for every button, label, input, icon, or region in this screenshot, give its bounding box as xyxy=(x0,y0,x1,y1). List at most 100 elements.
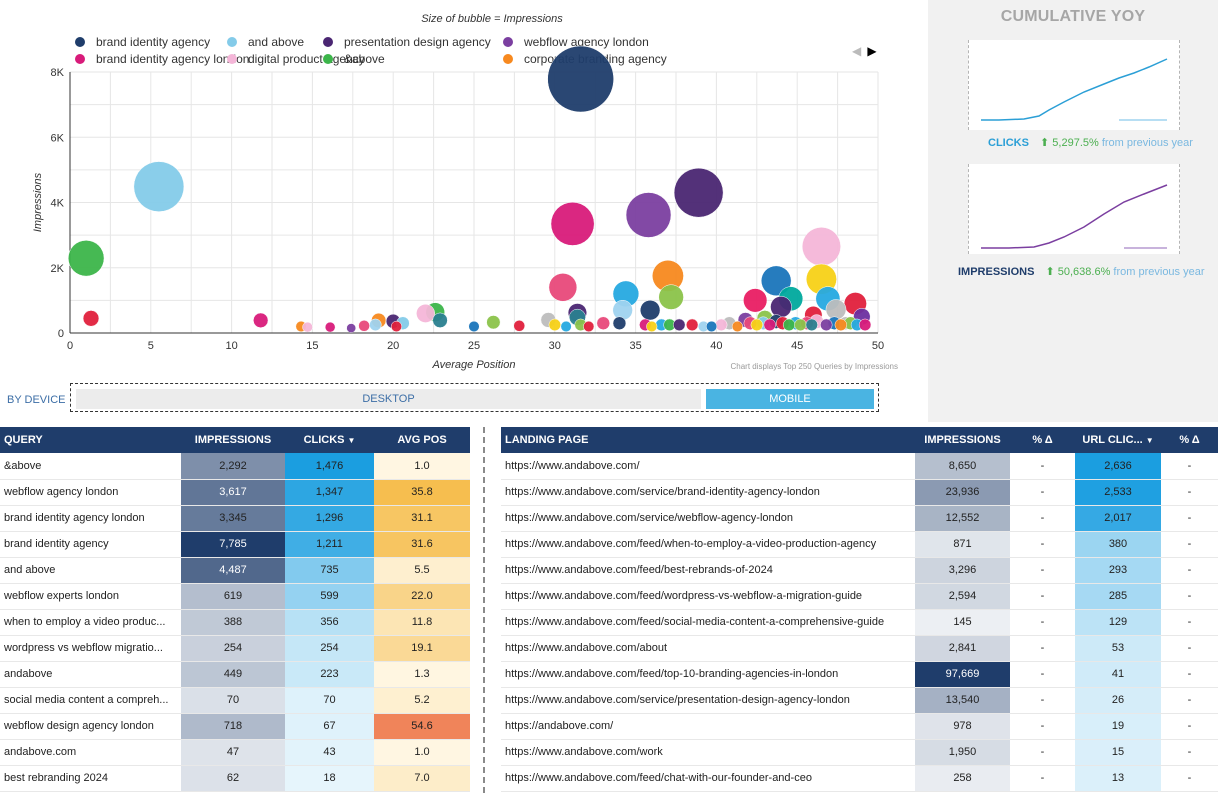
landing-impressions-cell: 23,936 xyxy=(915,479,1010,506)
landing-impressions-column-header[interactable]: IMPRESSIONS xyxy=(915,427,1010,453)
query-table-header: QUERY IMPRESSIONS CLICKS ▼ AVG POS xyxy=(0,427,470,453)
bubble-point xyxy=(820,318,833,332)
query-cell: webflow agency london xyxy=(0,479,181,506)
landing-page-column-header[interactable]: LANDING PAGE xyxy=(501,427,915,453)
up-arrow-icon: ⬆ xyxy=(1045,266,1055,278)
clicks-delta-cell: - xyxy=(1161,609,1218,636)
avg-pos-cell: 11.8 xyxy=(374,609,470,636)
clicks-header-label: CLICKS xyxy=(303,434,345,446)
impressions-cell: 619 xyxy=(181,583,285,610)
mobile-button[interactable]: MOBILE xyxy=(706,389,874,409)
landing-table-row[interactable]: https://andabove.com/978-19- xyxy=(501,713,1218,740)
landing-impressions-cell: 1,950 xyxy=(915,739,1010,766)
avg-pos-cell: 1.0 xyxy=(374,453,470,480)
avg-pos-column-header[interactable]: AVG POS xyxy=(374,427,470,453)
query-table-row[interactable]: &above 2,292 1,476 1.0 xyxy=(0,453,470,480)
clicks-delta-column-header[interactable]: % Δ xyxy=(1161,427,1218,453)
impressions-delta-pct: 50,638.6% xyxy=(1057,266,1111,278)
bubble-point xyxy=(658,284,684,310)
bubble-point xyxy=(715,318,728,332)
bubble-point xyxy=(560,320,572,333)
landing-table-row[interactable]: https://www.andabove.com/service/present… xyxy=(501,687,1218,714)
table-divider xyxy=(483,427,485,793)
query-cell: webflow experts london xyxy=(0,583,181,610)
query-table-row[interactable]: best rebranding 2024 62 18 7.0 xyxy=(0,765,470,792)
impressions-delta-cell: - xyxy=(1010,661,1075,688)
bubble-point xyxy=(770,296,792,318)
legend-item-label: brand identity agency london xyxy=(96,52,249,66)
landing-table-row[interactable]: https://www.andabove.com/work 1,950-15- xyxy=(501,739,1218,766)
clicks-cell: 1,296 xyxy=(285,505,374,532)
query-cell: &above xyxy=(0,453,181,480)
bubble-point xyxy=(673,167,724,218)
query-cell: and above xyxy=(0,557,181,584)
impressions-delta-cell: - xyxy=(1010,453,1075,480)
desktop-button[interactable]: DESKTOP xyxy=(76,389,701,409)
avg-pos-cell: 5.2 xyxy=(374,687,470,714)
query-table-row[interactable]: webflow experts london 619 599 22.0 xyxy=(0,583,470,610)
query-table-row[interactable]: webflow design agency london 718 67 54.6 xyxy=(0,713,470,740)
landing-page-cell: https://andabove.com/ xyxy=(501,713,915,740)
query-table-row[interactable]: andabove.com 47 43 1.0 xyxy=(0,739,470,766)
bubble-point xyxy=(794,318,807,332)
clicks-cell: 599 xyxy=(285,583,374,610)
legend-marker xyxy=(75,54,85,64)
landing-table-row[interactable]: https://www.andabove.com/feed/wordpress-… xyxy=(501,583,1218,610)
impressions-cell: 7,785 xyxy=(181,531,285,558)
legend-marker xyxy=(227,54,237,64)
query-table-row[interactable]: wordpress vs webflow migratio... 254 254 19… xyxy=(0,635,470,662)
url-clicks-cell: 53 xyxy=(1075,635,1161,662)
landing-impressions-cell: 258 xyxy=(915,765,1010,792)
landing-page-cell: https://www.andabove.com/feed/best-rebra… xyxy=(501,557,915,584)
impressions-delta-cell: - xyxy=(1010,739,1075,766)
query-table-row[interactable]: andabove 449 223 1.3 xyxy=(0,661,470,688)
landing-table-row[interactable]: https://www.andabove.com/feed/social-med… xyxy=(501,609,1218,636)
landing-page-cell: https://www.andabove.com/feed/top-10-bra… xyxy=(501,661,915,688)
clicks-column-header[interactable]: CLICKS ▼ xyxy=(285,427,374,453)
legend-next-button[interactable]: ▶ xyxy=(867,44,877,58)
bubble-point xyxy=(302,321,313,333)
clicks-cell: 254 xyxy=(285,635,374,662)
landing-table-row[interactable]: https://www.andabove.com/service/brand-i… xyxy=(501,479,1218,506)
bubble-point xyxy=(548,318,561,332)
query-table-row[interactable]: when to employ a video produc... 388 356 11… xyxy=(0,609,470,636)
bubble-point xyxy=(639,300,661,321)
clicks-cell: 1,211 xyxy=(285,531,374,558)
landing-table-row[interactable]: https://www.andabove.com/feed/chat-with-… xyxy=(501,765,1218,792)
impressions-column-header[interactable]: IMPRESSIONS xyxy=(181,427,285,453)
impressions-delta-column-header[interactable]: % Δ xyxy=(1010,427,1075,453)
legend-marker xyxy=(503,54,513,64)
landing-page-cell: https://www.andabove.com/service/webflow… xyxy=(501,505,915,532)
landing-table-row[interactable]: https://www.andabove.com/8,650-2,636- xyxy=(501,453,1218,480)
url-clicks-cell: 285 xyxy=(1075,583,1161,610)
legend-prev-button[interactable]: ◀ xyxy=(852,44,862,58)
avg-pos-cell: 31.1 xyxy=(374,505,470,532)
y-tick-label: 6K xyxy=(51,132,65,144)
landing-table-row[interactable]: https://www.andabove.com/feed/best-rebra… xyxy=(501,557,1218,584)
avg-pos-cell: 7.0 xyxy=(374,765,470,792)
query-table-row[interactable]: brand identity agency london 3,345 1,296 31… xyxy=(0,505,470,532)
url-clicks-cell: 19 xyxy=(1075,713,1161,740)
bubble-point xyxy=(646,320,658,333)
device-filter: DESKTOP MOBILE xyxy=(70,383,879,412)
impressions-cell: 449 xyxy=(181,661,285,688)
x-tick-label: 20 xyxy=(387,340,399,352)
query-table-row[interactable]: webflow agency london 3,617 1,347 35.8 xyxy=(0,479,470,506)
query-column-header[interactable]: QUERY xyxy=(0,427,181,453)
landing-table-row[interactable]: https://www.andabove.com/feed/top-10-bra… xyxy=(501,661,1218,688)
impressions-sparkline-svg xyxy=(981,184,1168,249)
query-table-row[interactable]: social media content a compreh... 70 70 5.2 xyxy=(0,687,470,714)
x-tick-label: 40 xyxy=(710,340,722,352)
url-clicks-column-header[interactable]: URL CLIC... ▼ xyxy=(1075,427,1161,453)
avg-pos-cell: 35.8 xyxy=(374,479,470,506)
impressions-delta-cell: - xyxy=(1010,557,1075,584)
sort-desc-icon: ▼ xyxy=(347,436,356,445)
query-table-row[interactable]: and above 4,487 735 5.5 xyxy=(0,557,470,584)
landing-page-cell: https://www.andabove.com/feed/when-to-em… xyxy=(501,531,915,558)
landing-table-row[interactable]: https://www.andabove.com/feed/when-to-em… xyxy=(501,531,1218,558)
landing-table-row[interactable]: https://www.andabove.com/service/webflow… xyxy=(501,505,1218,532)
bubble-point xyxy=(596,316,611,330)
landing-table-row[interactable]: https://www.andabove.com/about 2,841-53- xyxy=(501,635,1218,662)
query-table-row[interactable]: brand identity agency 7,785 1,211 31.6 xyxy=(0,531,470,558)
impressions-delta-text: from previous year xyxy=(1110,266,1205,278)
